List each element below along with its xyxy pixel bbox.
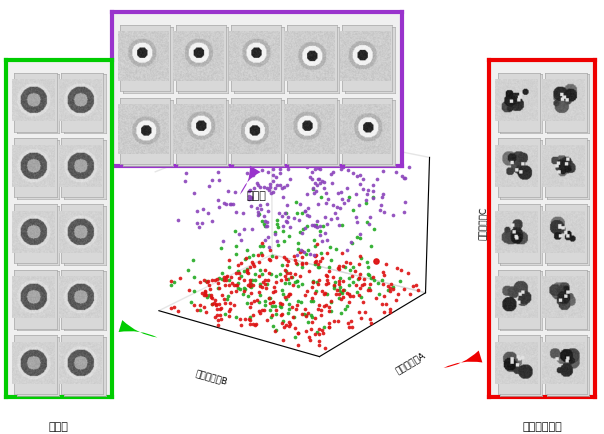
X-axis label: メタ特徴量B: メタ特徴量B — [194, 368, 228, 385]
Text: 血小板: 血小板 — [247, 191, 266, 201]
Y-axis label: メタ特徴量A: メタ特徴量A — [394, 350, 426, 375]
Text: 白血球: 白血球 — [49, 421, 69, 431]
Text: 血小板凝集块: 血小板凝集块 — [522, 421, 562, 431]
